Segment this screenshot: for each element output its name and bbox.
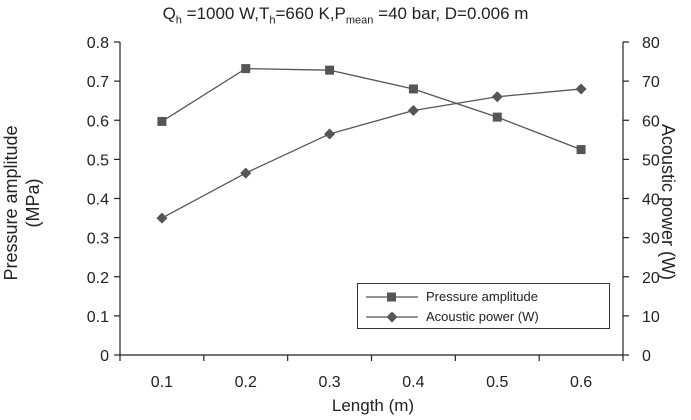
data-point-acoustic-diamond [324, 128, 336, 140]
y-right-tick-label: 10 [642, 309, 660, 326]
data-point-pressure-square [241, 64, 251, 74]
data-point-pressure-square [576, 145, 586, 155]
chart-title: Qh =1000 W,Th=660 K,Pmean =40 bar, D=0.0… [162, 4, 529, 27]
y-left-tick-label: 0.3 [87, 231, 109, 248]
legend-square-marker-icon [366, 292, 418, 302]
x-tick-label: 0.2 [235, 374, 257, 391]
x-tick-label: 0.4 [402, 374, 424, 391]
data-point-acoustic-diamond [407, 104, 419, 116]
y-left-tick-label: 0.7 [87, 74, 109, 91]
x-axis-label: Length (m) [331, 396, 415, 415]
y-axis-right-label: Acoustic power (W) [658, 123, 678, 281]
y-right-tick-label: 40 [642, 192, 660, 209]
data-point-acoustic-diamond [156, 212, 168, 224]
data-point-acoustic-diamond [240, 167, 252, 179]
legend-label-pressure: Pressure amplitude [426, 289, 538, 304]
x-tick-label: 0.6 [570, 374, 592, 391]
x-tick-label: 0.5 [486, 374, 508, 391]
y-left-tick-label: 0.4 [87, 192, 109, 209]
legend-diamond-marker-icon [366, 311, 418, 323]
y-right-tick-label: 30 [642, 231, 660, 248]
legend: Pressure amplitude Acoustic power (W) [357, 283, 610, 329]
data-point-pressure-square [157, 116, 167, 126]
y-axis-left-label: Pressure amplitude (MPa) [1, 125, 43, 281]
y-left-tick-label: 0.5 [87, 152, 109, 169]
series-line-acoustic [161, 88, 582, 219]
y-right-tick-label: 80 [642, 35, 660, 52]
data-point-pressure-square [325, 65, 335, 75]
data-point-pressure-square [408, 84, 418, 94]
y-left-tick-label: 0.6 [87, 113, 109, 130]
series-line-pressure [161, 67, 582, 151]
x-tick-label: 0.1 [151, 374, 173, 391]
y-right-tick-label: 50 [642, 152, 660, 169]
y-right-tick-label: 0 [642, 348, 651, 365]
y-right-tick-label: 70 [642, 74, 660, 91]
x-tick-label: 0.3 [318, 374, 340, 391]
data-point-acoustic-diamond [575, 83, 587, 95]
y-left-tick-label: 0.1 [87, 309, 109, 326]
data-point-pressure-square [492, 112, 502, 122]
legend-label-acoustic: Acoustic power (W) [426, 309, 539, 324]
y-right-tick-label: 60 [642, 113, 660, 130]
y-left-tick-label: 0.2 [87, 270, 109, 287]
y-right-tick-label: 20 [642, 270, 660, 287]
y-left-tick-label: 0.8 [87, 35, 109, 52]
y-left-tick-label: 0 [100, 348, 109, 365]
data-point-acoustic-diamond [491, 91, 503, 103]
